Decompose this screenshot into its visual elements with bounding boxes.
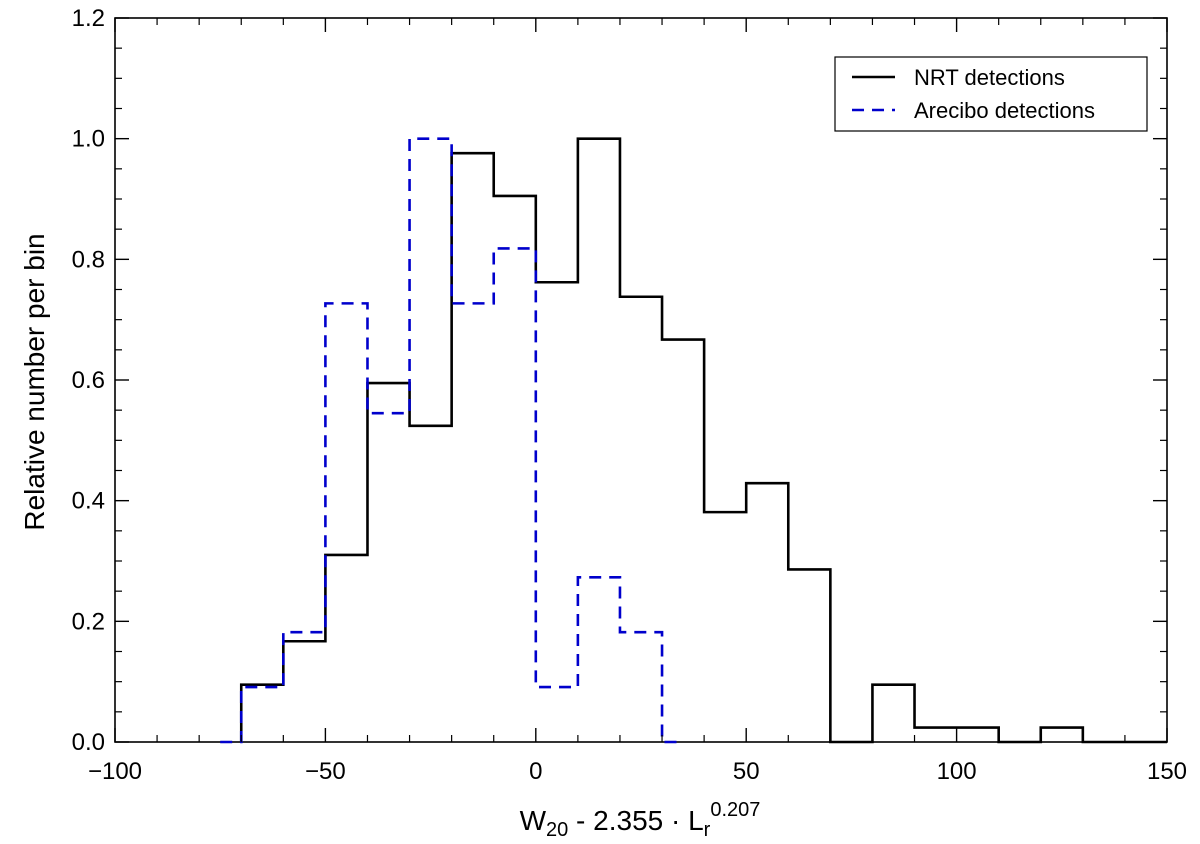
series-nrt-histogram	[239, 137, 1167, 744]
x-tick-label: 100	[937, 758, 977, 785]
x-tick-label: 150	[1147, 758, 1187, 785]
tick-layer	[114, 17, 1168, 743]
x-axis-title-middle: - 2.355 · L	[568, 805, 703, 836]
legend-box	[834, 56, 1148, 132]
y-tick-label: 0.2	[72, 608, 105, 635]
y-tick-label: 0.4	[72, 488, 105, 515]
y-tick-label: 0.0	[72, 729, 105, 756]
x-axis-title-main: W	[520, 805, 547, 836]
x-axis-title-sup: 0.207	[710, 799, 760, 821]
x-tick-label: 0	[529, 758, 542, 785]
x-axis-title-sub2: r	[704, 819, 711, 841]
y-tick-label: 1.0	[72, 126, 105, 153]
x-tick-label: 50	[733, 758, 760, 785]
y-tick-label: 1.2	[72, 5, 105, 32]
x-axis-title-sub: 20	[546, 819, 568, 841]
x-tick-label: −100	[88, 758, 142, 785]
y-tick-label: 0.6	[72, 367, 105, 394]
x-axis-title: W20 - 2.355 · Lr0.207	[520, 799, 761, 841]
label-layer: −100 −50 0 50 100 150 0.0 0.2 0.4 0.6 0.8 1.0 1.2	[72, 5, 1187, 785]
legend-label-arecibo: Arecibo detections	[914, 98, 1095, 123]
series-arecibo-histogram	[220, 137, 684, 744]
legend: NRT detections Arecibo detections	[834, 56, 1148, 132]
legend-label-nrt: NRT detections	[914, 65, 1065, 90]
y-tick-label: 0.8	[72, 246, 105, 273]
series-layer	[220, 137, 1167, 744]
y-axis-title: Relative number per bin	[19, 233, 50, 530]
x-tick-label: −50	[305, 758, 346, 785]
